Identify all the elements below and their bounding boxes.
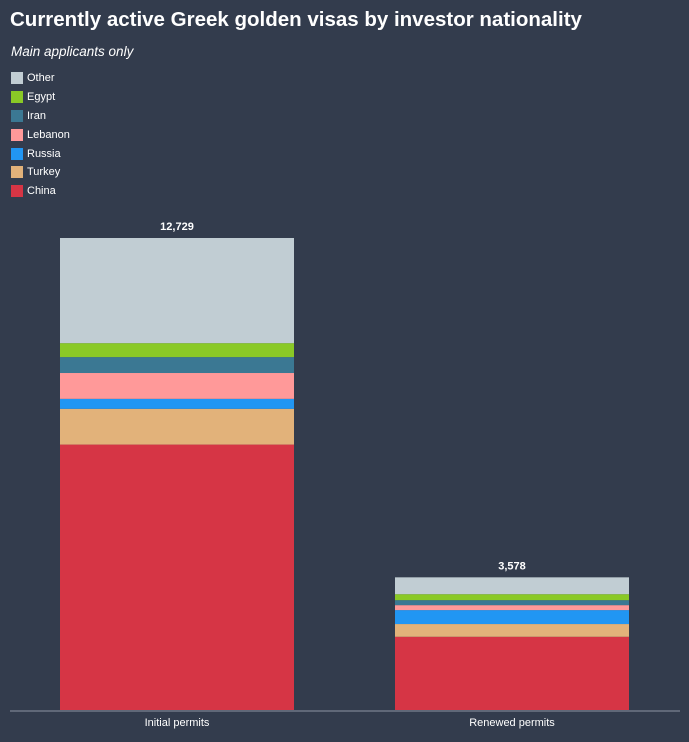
- bar-segment-lebanon: [60, 373, 294, 399]
- legend-item-other: Other: [11, 69, 70, 88]
- bar-segment-russia: [395, 610, 629, 625]
- legend-label: Egypt: [27, 91, 56, 104]
- legend-swatch: [11, 109, 23, 122]
- bar-segment-egypt: [395, 594, 629, 601]
- bar-segment-turkey: [395, 624, 629, 637]
- legend-swatch: [11, 91, 23, 104]
- bar-segment-russia: [60, 398, 294, 409]
- legend-swatch: [11, 147, 23, 160]
- bar-segment-egypt: [60, 343, 294, 358]
- legend-label: Other: [27, 72, 55, 85]
- legend-swatch: [11, 185, 23, 198]
- legend: Other Egypt Iran Lebanon Russia Turkey China: [11, 69, 70, 201]
- bar-segment-lebanon: [395, 605, 629, 611]
- legend-swatch: [11, 128, 23, 141]
- bar-total-label: 12,729: [160, 221, 194, 233]
- bar-segment-china: [395, 636, 629, 710]
- bar-segment-other: [395, 577, 629, 595]
- legend-item-turkey: Turkey: [11, 163, 70, 182]
- legend-label: Turkey: [27, 166, 61, 179]
- legend-item-egypt: Egypt: [11, 88, 70, 107]
- legend-item-china: China: [11, 182, 70, 201]
- bar-total-label: 3,578: [498, 560, 526, 572]
- bar-segment-other: [60, 238, 294, 344]
- legend-label: China: [27, 185, 56, 198]
- bar-segment-iran: [395, 600, 629, 606]
- legend-item-russia: Russia: [11, 144, 70, 163]
- legend-item-iran: Iran: [11, 107, 70, 126]
- bar-segment-turkey: [60, 408, 294, 445]
- legend-swatch: [11, 72, 23, 85]
- chart-title: Currently active Greek golden visas by i…: [10, 8, 582, 31]
- bar-segment-iran: [60, 357, 294, 374]
- legend-label: Russia: [27, 147, 61, 160]
- chart-subtitle: Main applicants only: [11, 44, 134, 59]
- legend-label: Iran: [27, 109, 46, 122]
- legend-item-lebanon: Lebanon: [11, 125, 70, 144]
- x-tick-label: Renewed permits: [469, 717, 555, 729]
- x-tick-label: Initial permits: [145, 717, 210, 729]
- bar-segment-china: [60, 444, 294, 710]
- legend-label: Lebanon: [27, 128, 70, 141]
- legend-swatch: [11, 166, 23, 179]
